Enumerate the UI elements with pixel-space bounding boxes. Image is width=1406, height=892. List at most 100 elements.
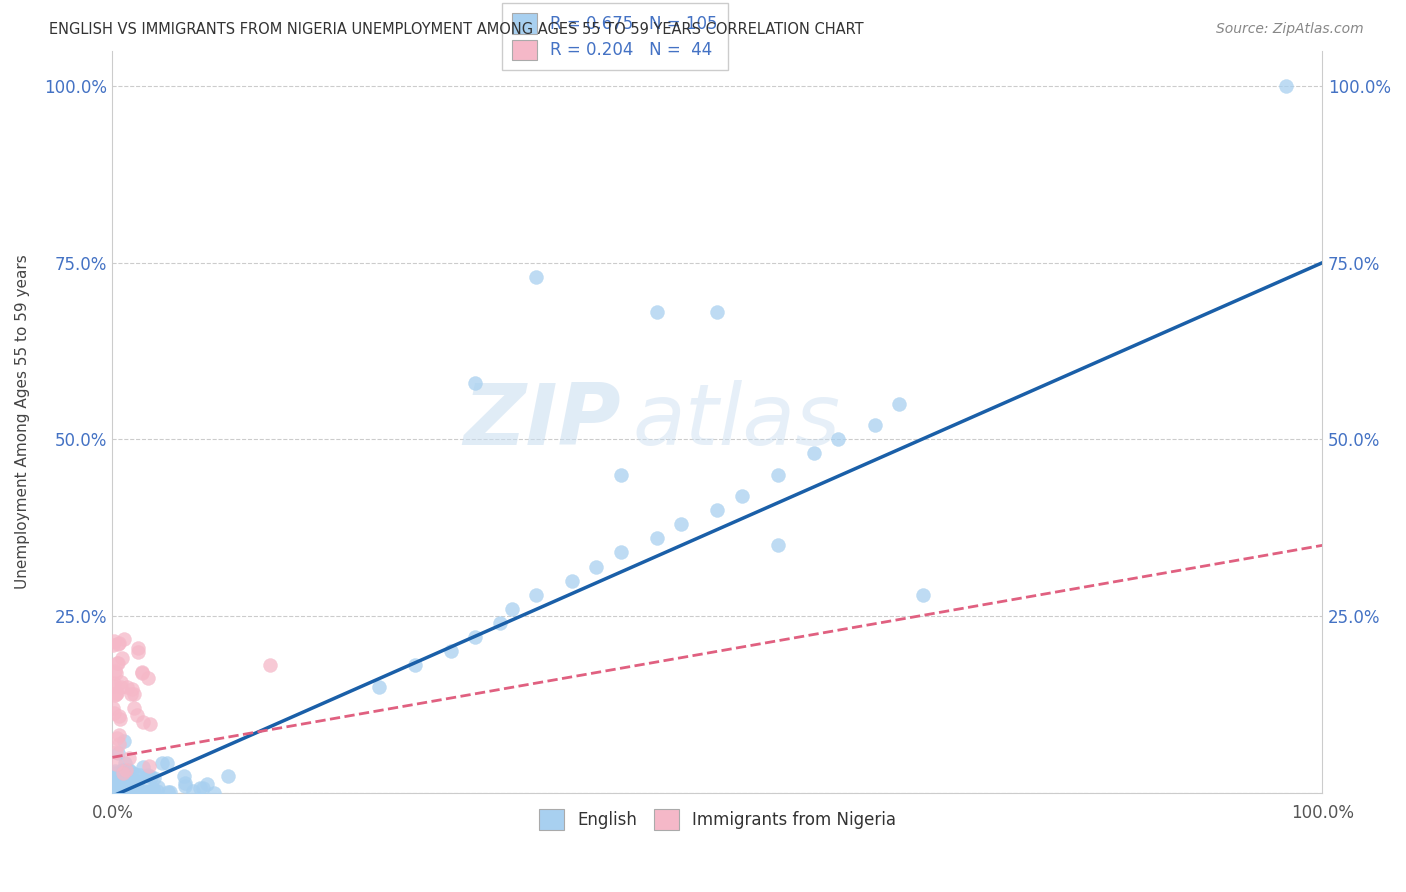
Point bbox=[139, 717, 162, 731]
Point bbox=[125, 707, 148, 722]
Point bbox=[115, 763, 138, 777]
Point bbox=[105, 656, 128, 670]
Point bbox=[136, 783, 159, 797]
Point bbox=[114, 756, 136, 770]
Point bbox=[111, 651, 134, 665]
Point bbox=[139, 783, 162, 797]
Point bbox=[104, 783, 127, 797]
Point bbox=[110, 712, 132, 726]
Point bbox=[142, 784, 165, 798]
Text: ENGLISH VS IMMIGRANTS FROM NIGERIA UNEMPLOYMENT AMONG AGES 55 TO 59 YEARS CORREL: ENGLISH VS IMMIGRANTS FROM NIGERIA UNEMP… bbox=[49, 22, 863, 37]
Point bbox=[887, 397, 910, 411]
Point bbox=[105, 756, 128, 771]
Point bbox=[142, 782, 165, 797]
Text: atlas: atlas bbox=[633, 380, 841, 463]
Point bbox=[912, 588, 935, 602]
Point bbox=[157, 785, 180, 799]
Point bbox=[111, 763, 134, 777]
Y-axis label: Unemployment Among Ages 55 to 59 years: Unemployment Among Ages 55 to 59 years bbox=[15, 254, 30, 589]
Point bbox=[183, 784, 205, 798]
Point bbox=[138, 768, 160, 782]
Point bbox=[112, 632, 135, 646]
Point bbox=[827, 433, 849, 447]
Point bbox=[103, 764, 125, 778]
Point bbox=[108, 737, 131, 751]
Point bbox=[118, 764, 141, 778]
Text: Source: ZipAtlas.com: Source: ZipAtlas.com bbox=[1216, 22, 1364, 37]
Point bbox=[108, 636, 131, 650]
Point bbox=[217, 769, 239, 783]
Point bbox=[105, 665, 128, 680]
Point bbox=[105, 686, 128, 700]
Point bbox=[259, 658, 281, 673]
Point bbox=[121, 781, 143, 796]
Point bbox=[110, 680, 132, 694]
Point bbox=[127, 641, 149, 656]
Point bbox=[104, 664, 127, 678]
Point bbox=[464, 630, 486, 644]
Point bbox=[107, 656, 129, 670]
Point bbox=[103, 676, 125, 690]
Point bbox=[122, 773, 145, 788]
Point bbox=[202, 786, 225, 800]
Point bbox=[195, 777, 218, 791]
Point bbox=[122, 701, 145, 715]
Point bbox=[118, 780, 141, 794]
Point bbox=[645, 305, 668, 319]
Point bbox=[173, 769, 195, 783]
Point bbox=[191, 780, 214, 795]
Point bbox=[105, 731, 128, 745]
Point bbox=[112, 772, 135, 787]
Point bbox=[645, 531, 668, 545]
Point bbox=[112, 783, 135, 797]
Point bbox=[135, 786, 157, 800]
Point bbox=[110, 674, 132, 689]
Point bbox=[101, 772, 124, 787]
Point bbox=[367, 680, 389, 694]
Point bbox=[138, 758, 160, 772]
Point bbox=[501, 602, 523, 616]
Point bbox=[609, 467, 631, 482]
Point bbox=[112, 782, 135, 797]
Point bbox=[730, 489, 752, 503]
Point bbox=[105, 778, 128, 792]
Point bbox=[706, 503, 728, 517]
Point bbox=[404, 658, 426, 673]
Point bbox=[103, 774, 125, 789]
Point bbox=[766, 467, 789, 482]
Point bbox=[114, 776, 136, 790]
Point bbox=[103, 706, 125, 721]
Point bbox=[136, 671, 159, 685]
Point bbox=[107, 747, 129, 761]
Point bbox=[150, 756, 173, 770]
Point bbox=[1275, 78, 1298, 93]
Point bbox=[127, 774, 149, 789]
Point bbox=[120, 772, 142, 787]
Point bbox=[122, 687, 145, 701]
Point bbox=[706, 305, 728, 319]
Point bbox=[104, 688, 127, 702]
Point bbox=[488, 615, 510, 630]
Point bbox=[141, 770, 163, 784]
Point bbox=[143, 771, 166, 785]
Point bbox=[121, 776, 143, 790]
Point bbox=[129, 785, 152, 799]
Point bbox=[127, 645, 149, 659]
Point bbox=[585, 559, 607, 574]
Point bbox=[125, 778, 148, 792]
Point bbox=[104, 765, 127, 780]
Point bbox=[122, 779, 145, 793]
Point bbox=[111, 784, 134, 798]
Point bbox=[103, 634, 125, 648]
Point bbox=[766, 538, 789, 552]
Point bbox=[108, 779, 131, 793]
Point bbox=[107, 728, 129, 742]
Point bbox=[104, 770, 127, 784]
Point bbox=[104, 745, 127, 759]
Point bbox=[131, 714, 153, 729]
Point bbox=[107, 637, 129, 651]
Point bbox=[120, 783, 142, 797]
Point bbox=[118, 780, 141, 794]
Point bbox=[174, 776, 197, 790]
Text: ZIP: ZIP bbox=[463, 380, 620, 463]
